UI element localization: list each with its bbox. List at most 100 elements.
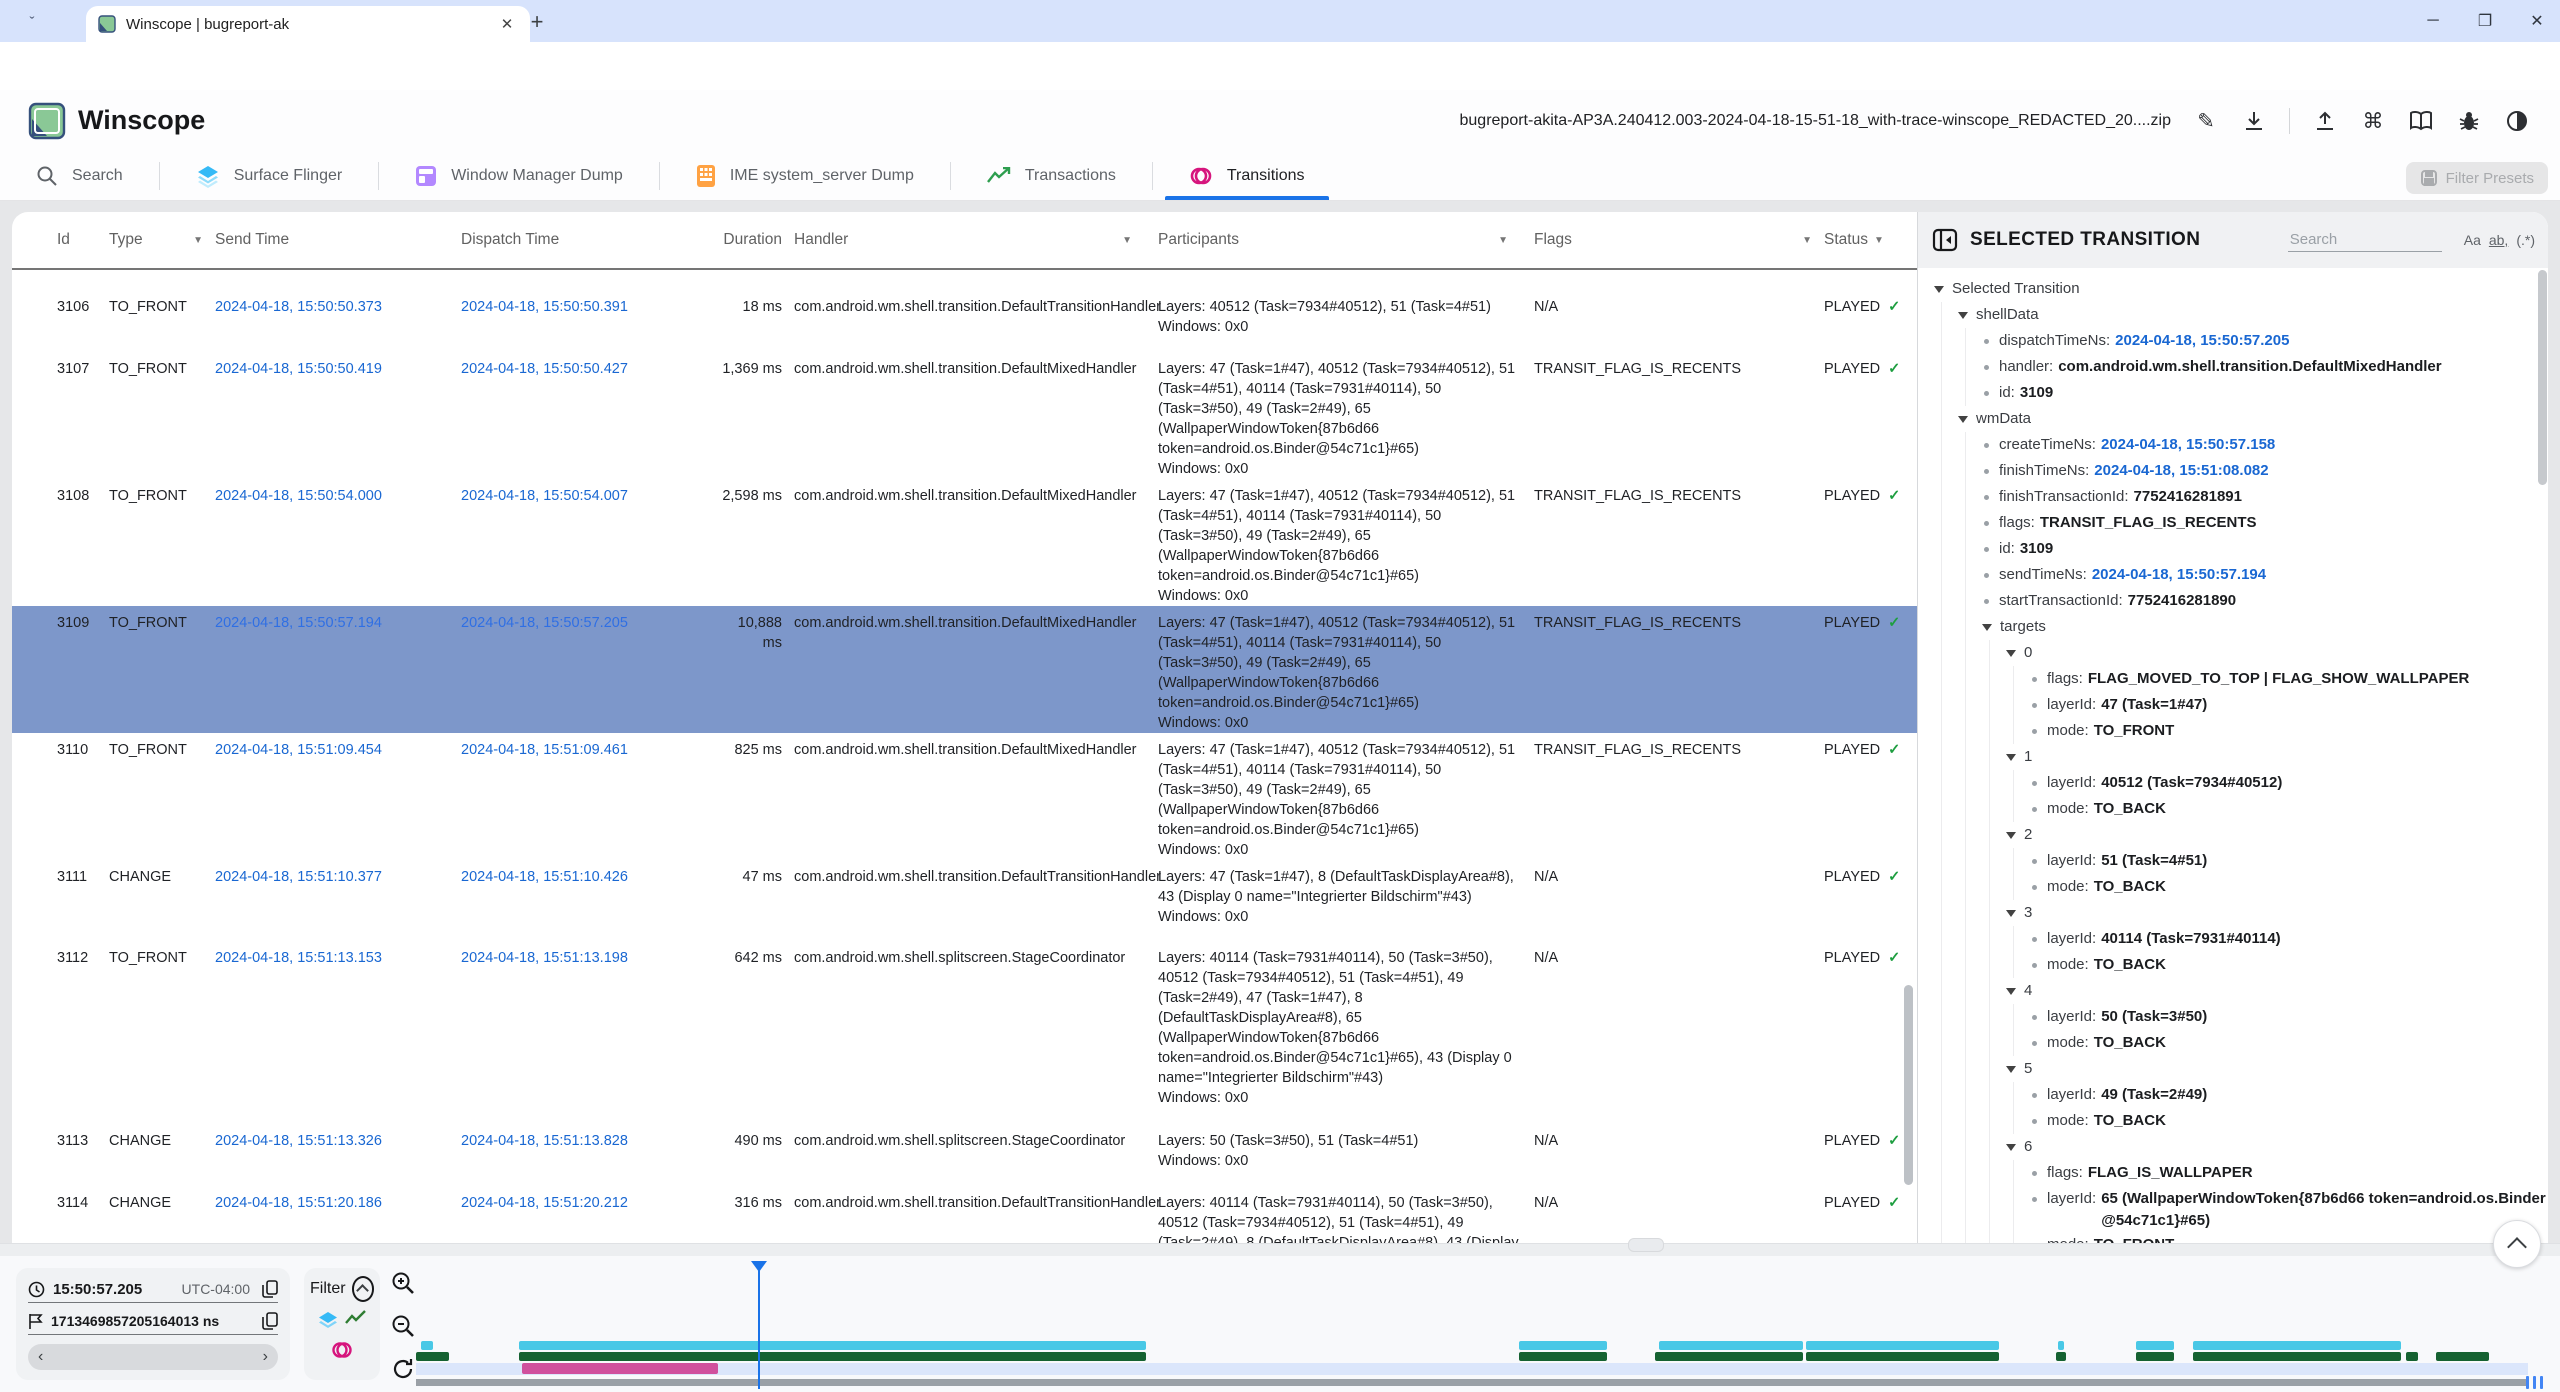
tab-ime-system-server-dump[interactable]: IME system_server Dump: [660, 152, 950, 200]
transactions-timeline-segment[interactable]: [1806, 1352, 1999, 1361]
table-row[interactable]: 3114 CHANGE 2024-04-18, 15:51:20.186 2024-0…: [12, 1186, 1917, 1243]
table-row[interactable]: 3108 TO_FRONT 2024-04-18, 15:50:54.000 2024…: [12, 479, 1917, 606]
send-time-link[interactable]: 2024-04-18, 15:51:20.186: [215, 1195, 382, 1211]
send-time-link[interactable]: 2024-04-18, 15:51:09.454: [215, 742, 382, 758]
download-icon[interactable]: [2241, 108, 2267, 134]
table-row[interactable]: 3113 CHANGE 2024-04-18, 15:51:13.326 2024-0…: [12, 1124, 1917, 1186]
timeline-cursor-handle[interactable]: [751, 1261, 767, 1272]
tab-surface-flinger[interactable]: Surface Flinger: [160, 152, 379, 200]
expand-toggle-icon[interactable]: [2006, 650, 2016, 657]
table-row[interactable]: 3110 TO_FRONT 2024-04-18, 15:51:09.454 2024…: [12, 733, 1917, 860]
filter-layers-icon[interactable]: [317, 1310, 339, 1332]
tab-search[interactable]: Search: [0, 152, 159, 200]
match-word-icon[interactable]: ab,: [2488, 232, 2509, 248]
window-minimize-button[interactable]: ─: [2427, 12, 2439, 29]
copy-ns-icon[interactable]: [262, 1312, 278, 1330]
shortcuts-icon[interactable]: ⌘: [2362, 109, 2384, 133]
column-header-status[interactable]: Status ▼: [1824, 231, 1917, 249]
timeline-minimap[interactable]: [416, 1379, 2528, 1386]
tree-node-row[interactable]: shellData: [1958, 302, 2548, 328]
filter-transitions-icon[interactable]: [330, 1338, 354, 1362]
send-time-link[interactable]: 2024-04-18, 15:51:13.153: [215, 950, 382, 966]
tree-node-row[interactable]: 6: [2006, 1134, 2548, 1160]
filter-caret-icon[interactable]: ▼: [1498, 234, 1508, 246]
send-time-link[interactable]: 2024-04-18, 15:50:54.000: [215, 488, 382, 504]
transactions-timeline-segment[interactable]: [1655, 1352, 1803, 1361]
expand-toggle-icon[interactable]: [2006, 754, 2016, 761]
timeline-resize-handle[interactable]: [1628, 1238, 1664, 1252]
tree-leaf-time-value[interactable]: 2024-04-18, 15:50:57.194: [2091, 566, 2267, 583]
tree-leaf-time-value[interactable]: 2024-04-18, 15:50:57.205: [2115, 332, 2290, 349]
tree-node-row[interactable]: wmData: [1958, 406, 2548, 432]
column-header-id[interactable]: Id: [57, 231, 70, 248]
filter-collapse-icon[interactable]: [351, 1276, 374, 1302]
transition-timeline-segment[interactable]: [522, 1363, 718, 1374]
table-row[interactable]: 3112 TO_FRONT 2024-04-18, 15:51:13.153 2024…: [12, 941, 1917, 1124]
upload-icon[interactable]: [2312, 108, 2338, 134]
send-time-link[interactable]: 2024-04-18, 15:50:57.194: [215, 615, 382, 631]
panel-search-input[interactable]: Search: [2287, 228, 2442, 252]
browser-tab[interactable]: Winscope | bugreport-ak ✕: [86, 6, 530, 42]
tab-close-icon[interactable]: ✕: [500, 16, 514, 33]
documentation-book-icon[interactable]: [2408, 108, 2434, 134]
match-case-icon[interactable]: Aa: [2463, 232, 2481, 248]
regex-icon[interactable]: (.*): [2516, 232, 2535, 248]
dark-mode-icon[interactable]: [2504, 108, 2530, 134]
surfaceflinger-timeline-segment[interactable]: [2193, 1341, 2401, 1350]
table-row[interactable]: 3109 TO_FRONT 2024-04-18, 15:50:57.194 2024…: [12, 606, 1917, 733]
tab-transitions[interactable]: Transitions: [1153, 152, 1341, 200]
filter-caret-icon[interactable]: ▼: [1873, 234, 1884, 246]
tree-node-row[interactable]: Selected Transition: [1934, 276, 2548, 302]
filter-presets-button[interactable]: Filter Presets: [2405, 162, 2548, 194]
surfaceflinger-timeline-segment[interactable]: [2136, 1341, 2174, 1350]
dispatch-time-link[interactable]: 2024-04-18, 15:50:54.007: [461, 488, 628, 504]
send-time-link[interactable]: 2024-04-18, 15:50:50.373: [215, 299, 382, 315]
column-header-type[interactable]: Type ▼: [109, 231, 215, 249]
table-row[interactable]: 3107 TO_FRONT 2024-04-18, 15:50:50.419 2024…: [12, 352, 1917, 479]
table-scrollbar-thumb[interactable]: [1904, 985, 1913, 1185]
filter-caret-icon[interactable]: ▼: [1802, 234, 1812, 246]
expand-toggle-icon[interactable]: [2006, 988, 2016, 995]
dispatch-time-link[interactable]: 2024-04-18, 15:51:10.426: [461, 869, 628, 885]
surfaceflinger-timeline-segment[interactable]: [1659, 1341, 1803, 1350]
tab-window-manager-dump[interactable]: Window Manager Dump: [379, 152, 659, 200]
dispatch-time-link[interactable]: 2024-04-18, 15:51:13.828: [461, 1133, 628, 1149]
scroll-to-top-button[interactable]: [2493, 1220, 2541, 1268]
column-header-handler[interactable]: Handler ▼: [794, 231, 1144, 249]
transactions-timeline-segment[interactable]: [2406, 1352, 2418, 1361]
send-time-link[interactable]: 2024-04-18, 15:50:50.419: [215, 361, 382, 377]
filter-caret-icon[interactable]: ▼: [1122, 234, 1132, 246]
surfaceflinger-timeline-segment[interactable]: [1806, 1341, 1999, 1350]
transactions-timeline-segment[interactable]: [2056, 1352, 2066, 1361]
send-time-link[interactable]: 2024-04-18, 15:51:10.377: [215, 869, 382, 885]
surfaceflinger-timeline-segment[interactable]: [421, 1341, 433, 1350]
column-header-duration[interactable]: Duration: [723, 231, 782, 248]
filter-caret-icon[interactable]: ▼: [193, 234, 203, 246]
table-row[interactable]: 3106 TO_FRONT 2024-04-18, 15:50:50.373 2024…: [12, 290, 1917, 352]
dispatch-time-link[interactable]: 2024-04-18, 15:50:57.205: [461, 615, 628, 631]
transactions-timeline-segment[interactable]: [2193, 1352, 2401, 1361]
expand-toggle-icon[interactable]: [2006, 1066, 2016, 1073]
expand-toggle-icon[interactable]: [1934, 286, 1944, 293]
copy-time-icon[interactable]: [262, 1280, 278, 1298]
dispatch-time-link[interactable]: 2024-04-18, 15:50:50.391: [461, 299, 628, 315]
expand-toggle-icon[interactable]: [2006, 832, 2016, 839]
transactions-timeline-segment[interactable]: [2436, 1352, 2489, 1361]
dispatch-time-link[interactable]: 2024-04-18, 15:50:50.427: [461, 361, 628, 377]
table-row[interactable]: 3111 CHANGE 2024-04-18, 15:51:10.377 2024-0…: [12, 860, 1917, 941]
tree-node-row[interactable]: 4: [2006, 978, 2548, 1004]
tree-node-row[interactable]: 1: [2006, 744, 2548, 770]
column-header-flags[interactable]: Flags ▼: [1534, 231, 1824, 249]
next-entry-icon[interactable]: ›: [262, 1348, 268, 1365]
edit-pencil-icon[interactable]: ✎: [2197, 109, 2215, 133]
transactions-timeline-segment[interactable]: [2136, 1352, 2174, 1361]
nanosecond-value[interactable]: 1713469857205164013 ns: [51, 1313, 220, 1329]
expand-toggle-icon[interactable]: [2006, 1144, 2016, 1151]
surfaceflinger-timeline-segment[interactable]: [519, 1341, 1146, 1350]
transactions-timeline-segment[interactable]: [416, 1352, 449, 1361]
transactions-timeline-segment[interactable]: [519, 1352, 1146, 1361]
send-time-link[interactable]: 2024-04-18, 15:51:13.326: [215, 1133, 382, 1149]
dispatch-time-link[interactable]: 2024-04-18, 15:51:13.198: [461, 950, 628, 966]
expand-toggle-icon[interactable]: [1982, 624, 1992, 631]
column-header-dispatch-time[interactable]: Dispatch Time: [461, 231, 560, 248]
